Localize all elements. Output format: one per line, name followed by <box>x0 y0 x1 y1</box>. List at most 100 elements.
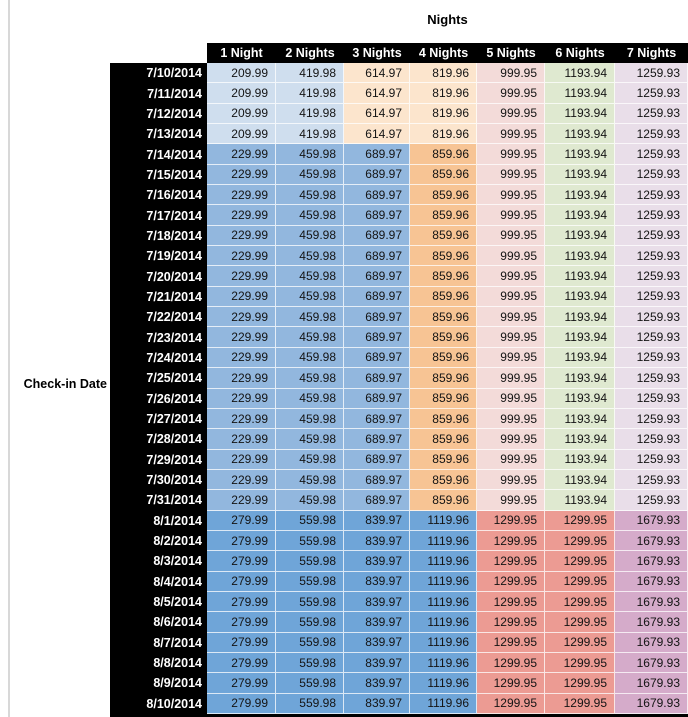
price-cell[interactable]: 1679.93 <box>615 551 688 572</box>
column-header[interactable]: 4 Nights <box>418 46 469 60</box>
price-cell[interactable]: 229.99 <box>207 246 276 267</box>
price-cell[interactable]: 839.97 <box>344 551 410 572</box>
price-cell[interactable]: 1299.95 <box>477 591 545 613</box>
price-cell[interactable]: 689.97 <box>344 490 410 511</box>
price-cell[interactable]: 229.99 <box>207 469 276 491</box>
price-cell[interactable]: 1119.96 <box>410 673 477 694</box>
row-header-date[interactable]: 7/26/2014 <box>146 391 202 406</box>
price-cell[interactable]: 819.96 <box>410 124 477 145</box>
price-cell[interactable]: 229.99 <box>207 205 276 226</box>
price-cell[interactable]: 689.97 <box>344 388 410 409</box>
price-cell[interactable]: 1193.94 <box>545 205 615 226</box>
price-cell[interactable]: 1259.93 <box>615 225 688 247</box>
price-cell[interactable]: 459.98 <box>276 286 344 308</box>
price-cell[interactable]: 999.95 <box>477 205 545 226</box>
price-cell[interactable]: 999.95 <box>477 63 545 84</box>
price-cell[interactable]: 1299.95 <box>477 673 545 694</box>
price-cell[interactable]: 1299.95 <box>545 673 615 694</box>
price-cell[interactable]: 419.98 <box>276 103 344 125</box>
price-cell[interactable]: 859.96 <box>410 185 477 206</box>
price-cell[interactable]: 459.98 <box>276 490 344 511</box>
price-cell[interactable]: 1193.94 <box>545 490 615 511</box>
price-cell[interactable]: 999.95 <box>477 83 545 104</box>
price-cell[interactable]: 999.95 <box>477 246 545 267</box>
price-cell[interactable]: 459.98 <box>276 327 344 348</box>
price-cell[interactable]: 1259.93 <box>615 83 688 104</box>
price-cell[interactable]: 1119.96 <box>410 693 477 714</box>
price-cell[interactable]: 1679.93 <box>615 693 688 714</box>
row-header-date[interactable]: 8/4/2014 <box>153 574 202 589</box>
price-cell[interactable]: 1193.94 <box>545 185 615 206</box>
price-cell[interactable]: 1119.96 <box>410 632 477 653</box>
price-cell[interactable]: 1299.95 <box>545 632 615 653</box>
price-cell[interactable]: 1259.93 <box>615 347 688 369</box>
price-cell[interactable]: 689.97 <box>344 307 410 328</box>
row-header-date[interactable]: 7/31/2014 <box>146 493 202 508</box>
price-cell[interactable]: 229.99 <box>207 327 276 348</box>
price-cell[interactable]: 559.98 <box>276 530 344 552</box>
price-cell[interactable]: 1193.94 <box>545 408 615 430</box>
price-cell[interactable]: 1119.96 <box>410 510 477 531</box>
row-header-date[interactable]: 7/13/2014 <box>146 127 202 142</box>
price-cell[interactable]: 1299.95 <box>477 551 545 572</box>
price-cell[interactable]: 1259.93 <box>615 469 688 491</box>
price-cell[interactable]: 689.97 <box>344 246 410 267</box>
price-cell[interactable]: 229.99 <box>207 429 276 450</box>
price-cell[interactable]: 459.98 <box>276 246 344 267</box>
price-cell[interactable]: 559.98 <box>276 652 344 674</box>
price-cell[interactable]: 1259.93 <box>615 164 688 186</box>
price-cell[interactable]: 859.96 <box>410 307 477 328</box>
price-cell[interactable]: 1259.93 <box>615 185 688 206</box>
price-cell[interactable]: 689.97 <box>344 347 410 369</box>
price-cell[interactable]: 614.97 <box>344 83 410 104</box>
price-cell[interactable]: 689.97 <box>344 368 410 389</box>
price-cell[interactable]: 859.96 <box>410 388 477 409</box>
price-cell[interactable]: 229.99 <box>207 307 276 328</box>
price-cell[interactable]: 1119.96 <box>410 551 477 572</box>
price-cell[interactable]: 559.98 <box>276 551 344 572</box>
price-cell[interactable]: 859.96 <box>410 469 477 491</box>
price-cell[interactable]: 1679.93 <box>615 612 688 633</box>
price-cell[interactable]: 1299.95 <box>477 612 545 633</box>
price-cell[interactable]: 1259.93 <box>615 205 688 226</box>
row-header-date[interactable]: 8/8/2014 <box>153 656 202 671</box>
price-cell[interactable]: 459.98 <box>276 164 344 186</box>
price-cell[interactable]: 1299.95 <box>545 652 615 674</box>
row-header-date[interactable]: 8/1/2014 <box>153 513 202 528</box>
row-header-date[interactable]: 7/11/2014 <box>147 86 202 101</box>
price-cell[interactable]: 1679.93 <box>615 510 688 531</box>
price-cell[interactable]: 1299.95 <box>477 571 545 592</box>
price-cell[interactable]: 459.98 <box>276 347 344 369</box>
price-cell[interactable]: 559.98 <box>276 612 344 633</box>
price-cell[interactable]: 859.96 <box>410 205 477 226</box>
price-cell[interactable]: 999.95 <box>477 266 545 287</box>
price-cell[interactable]: 459.98 <box>276 429 344 450</box>
price-cell[interactable]: 689.97 <box>344 429 410 450</box>
price-cell[interactable]: 839.97 <box>344 693 410 714</box>
price-cell[interactable]: 1259.93 <box>615 449 688 470</box>
row-header-date[interactable]: 7/10/2014 <box>146 66 202 81</box>
price-cell[interactable]: 839.97 <box>344 652 410 674</box>
price-cell[interactable]: 419.98 <box>276 63 344 84</box>
price-cell[interactable]: 1259.93 <box>615 327 688 348</box>
price-cell[interactable]: 1259.93 <box>615 286 688 308</box>
price-cell[interactable]: 839.97 <box>344 571 410 592</box>
row-header-date[interactable]: 7/29/2014 <box>146 452 202 467</box>
row-header-date[interactable]: 7/15/2014 <box>146 167 202 182</box>
price-cell[interactable]: 1259.93 <box>615 246 688 267</box>
price-cell[interactable]: 859.96 <box>410 449 477 470</box>
price-cell[interactable]: 999.95 <box>477 429 545 450</box>
price-cell[interactable]: 229.99 <box>207 144 276 165</box>
price-cell[interactable]: 279.99 <box>207 530 276 552</box>
price-cell[interactable]: 559.98 <box>276 591 344 613</box>
row-header-date[interactable]: 7/19/2014 <box>146 249 202 264</box>
price-cell[interactable]: 1259.93 <box>615 144 688 165</box>
price-cell[interactable]: 689.97 <box>344 327 410 348</box>
row-header-date[interactable]: 7/30/2014 <box>146 473 202 488</box>
row-header-date[interactable]: 7/21/2014 <box>146 289 202 304</box>
price-cell[interactable]: 1259.93 <box>615 429 688 450</box>
row-header-date[interactable]: 7/28/2014 <box>146 432 202 447</box>
price-cell[interactable]: 459.98 <box>276 185 344 206</box>
price-cell[interactable]: 999.95 <box>477 307 545 328</box>
price-cell[interactable]: 229.99 <box>207 347 276 369</box>
